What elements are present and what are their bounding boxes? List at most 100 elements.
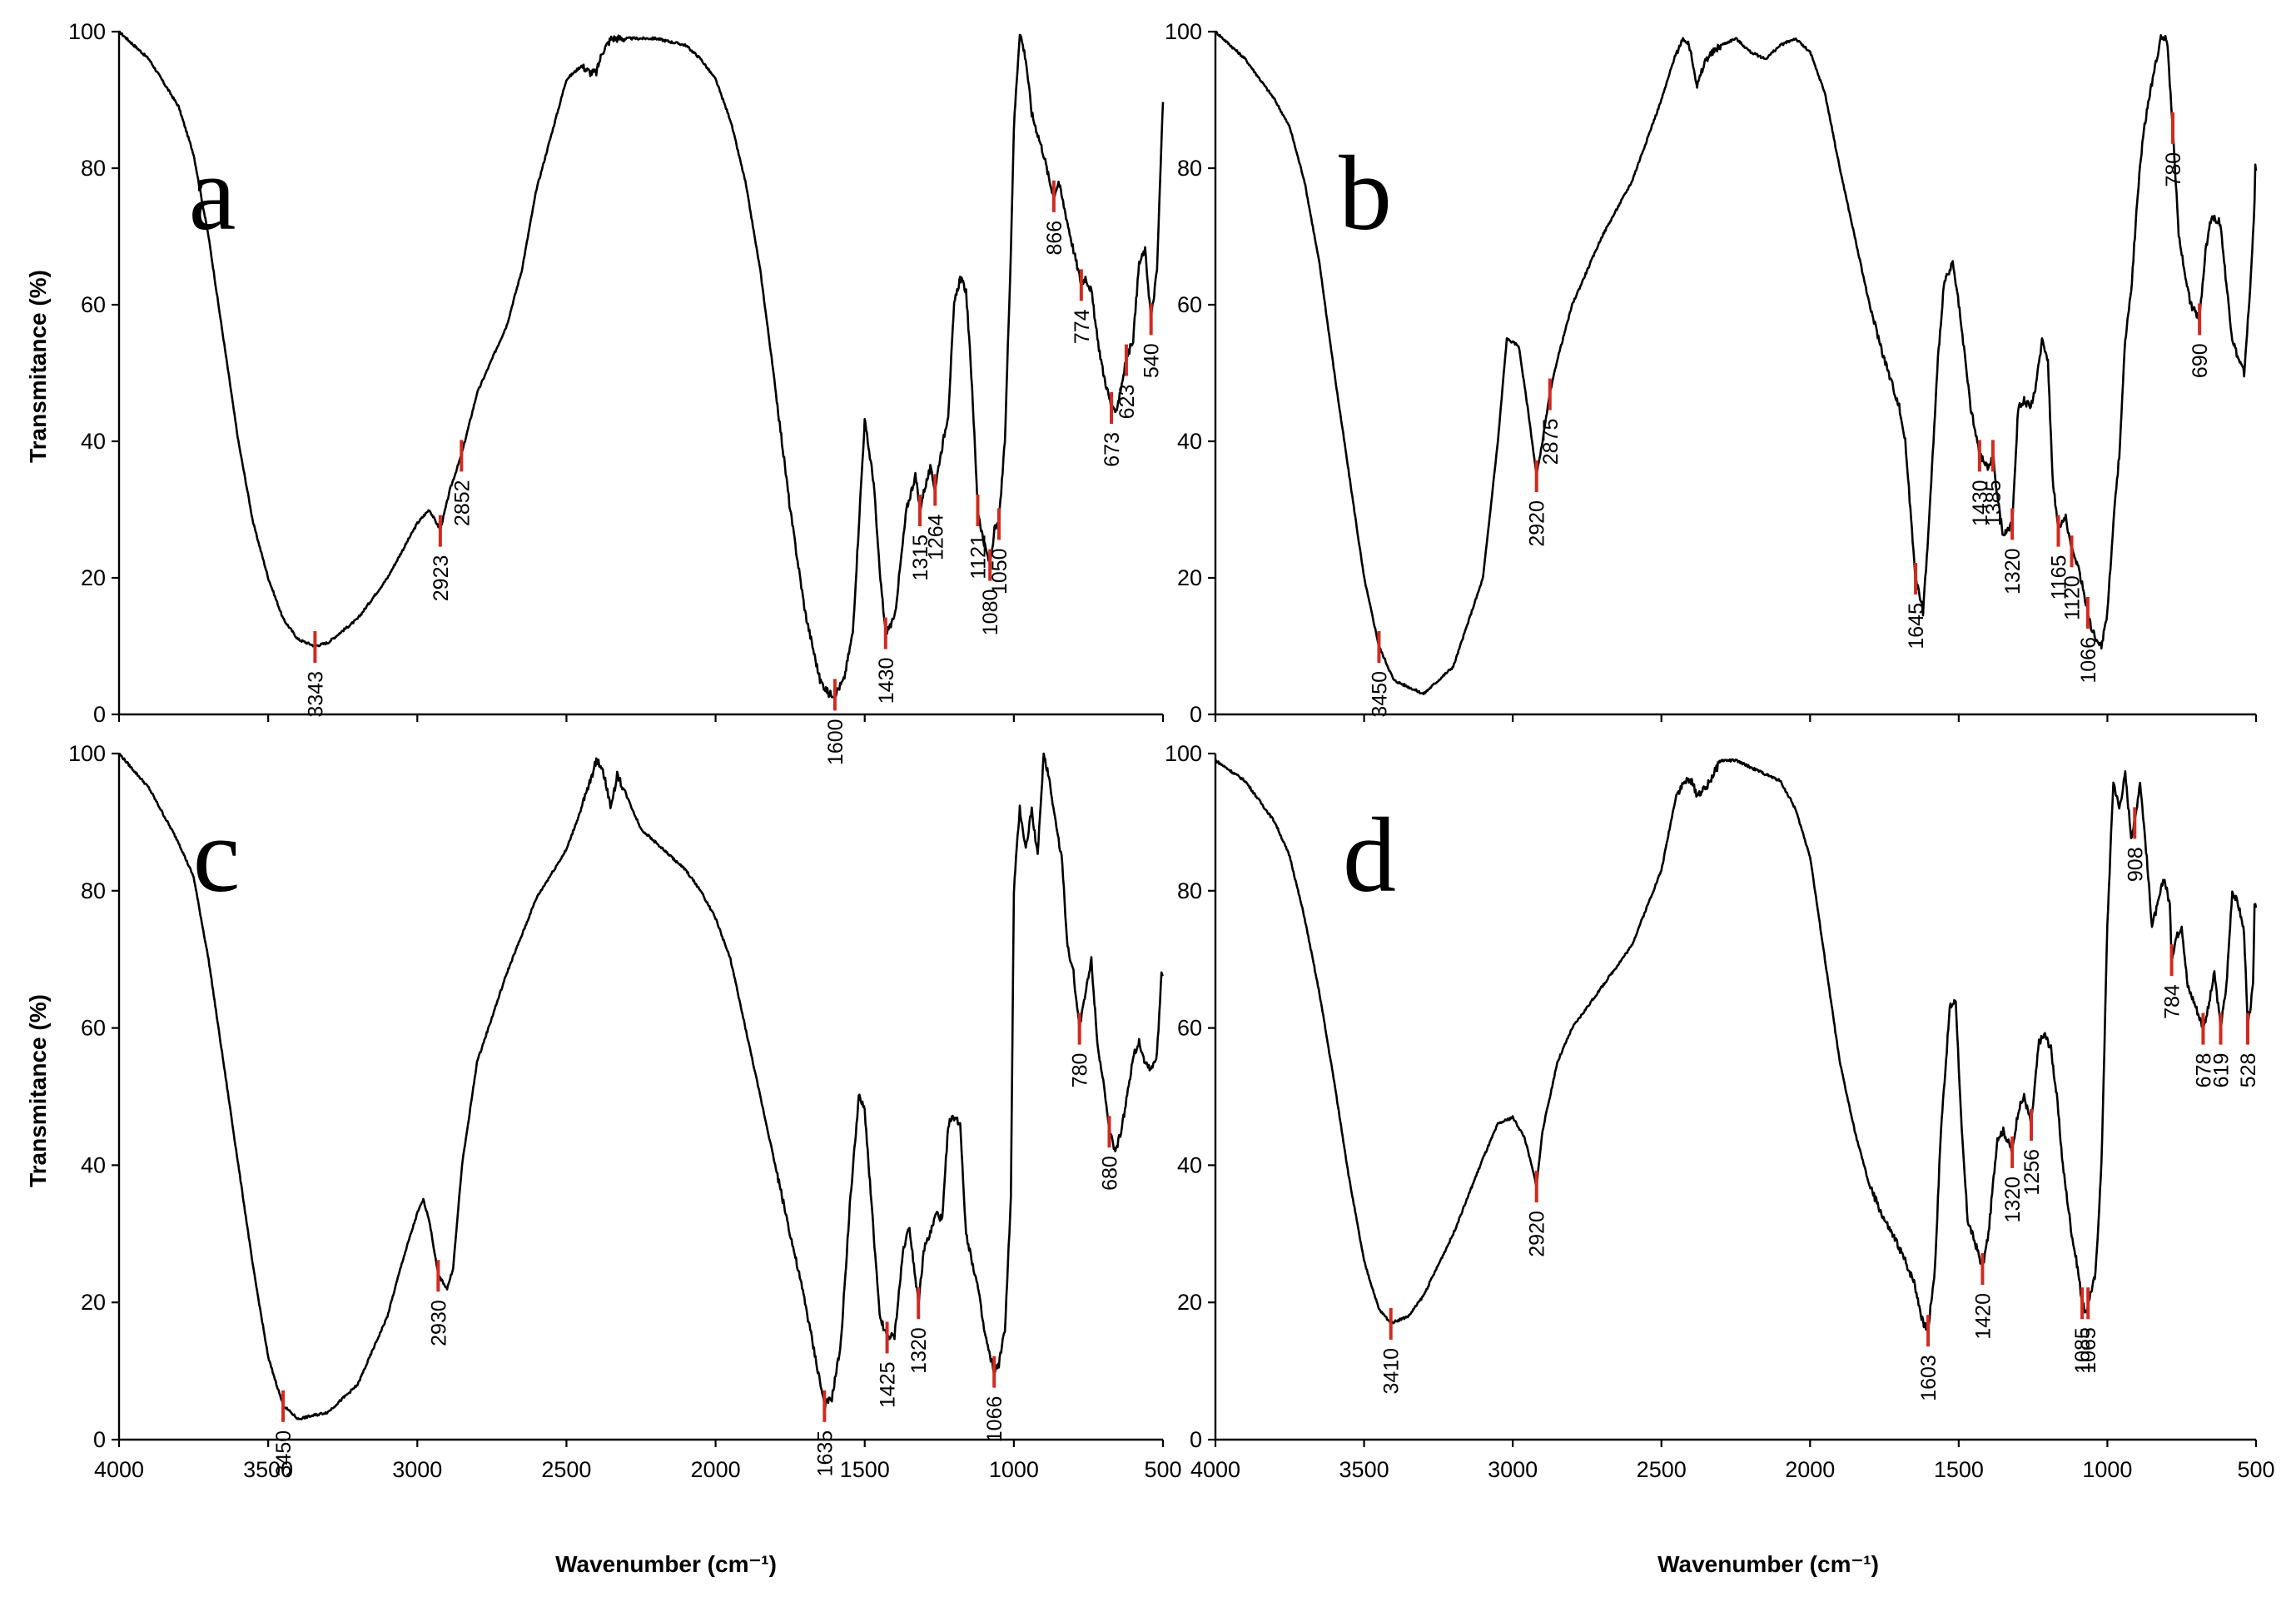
panel-letter-b: b <box>1339 134 1392 252</box>
x-tick-label-d: 500 <box>2237 1457 2274 1482</box>
peak-label-d-3410: 3410 <box>1380 1348 1404 1395</box>
y-tick-label-d: 60 <box>1177 1016 1202 1041</box>
y-tick-label-d: 0 <box>1190 1427 1202 1452</box>
peak-label-b-1385: 1385 <box>1982 480 2005 526</box>
peak-label-b-1165: 1165 <box>2048 555 2071 600</box>
x-tick-label-d: 1500 <box>1934 1457 1984 1482</box>
peak-label-a-866: 866 <box>1043 221 1066 256</box>
x-tick-label-c: 3500 <box>243 1457 293 1482</box>
y-tick-label-c: 20 <box>81 1290 106 1315</box>
peak-label-a-1121: 1121 <box>967 535 991 580</box>
x-axis-title-left: Wavenumber (cm⁻¹) <box>555 1551 777 1577</box>
peak-label-b-1645: 1645 <box>1905 603 1928 649</box>
x-tick-label-c: 2000 <box>691 1457 741 1482</box>
peak-label-b-1430: 1430 <box>1969 480 1992 526</box>
y-tick-label-a: 0 <box>93 702 106 727</box>
panel-letter-c: c <box>193 796 241 914</box>
spectrum-line-c <box>118 752 1165 1420</box>
peak-label-a-1430: 1430 <box>875 658 898 704</box>
peak-label-b-2920: 2920 <box>1526 500 1549 547</box>
peak-label-a-1600: 1600 <box>824 719 847 765</box>
y-tick-label-b: 40 <box>1177 429 1202 454</box>
peak-label-a-1050: 1050 <box>988 548 1011 595</box>
peak-label-c-1066: 1066 <box>983 1396 1006 1443</box>
x-tick-label-d: 3500 <box>1339 1457 1389 1482</box>
spectrum-panel-a: 0 20 40 60 80 100 a 3343 2923 2852 1600 1430 1315126… <box>68 19 1165 765</box>
peak-label-d-1320: 1320 <box>2001 1177 2025 1223</box>
y-tick-label-a: 100 <box>68 19 106 44</box>
x-tick-label-c: 1500 <box>840 1457 890 1482</box>
y-tick-label-c: 40 <box>81 1152 106 1177</box>
y-axis-title-top: Transmitance (%) <box>25 270 51 463</box>
y-tick-label-d: 100 <box>1165 741 1202 766</box>
y-tick-label-a: 40 <box>81 429 106 454</box>
spectrum-line-a <box>118 30 1165 699</box>
peak-label-b-690: 690 <box>2189 343 2212 378</box>
y-tick-label-c: 60 <box>81 1016 106 1041</box>
x-tick-label-c: 2500 <box>541 1457 591 1482</box>
y-tick-label-b: 0 <box>1190 702 1202 727</box>
peak-label-d-1065: 1065 <box>2077 1327 2100 1374</box>
y-tick-label-b: 80 <box>1177 156 1202 181</box>
peak-label-c-1320: 1320 <box>907 1327 931 1374</box>
peak-label-a-3343: 3343 <box>304 671 327 718</box>
y-tick-label-b: 60 <box>1177 292 1202 317</box>
peak-label-b-1120: 1120 <box>2061 575 2085 620</box>
x-tick-label-d: 1000 <box>2082 1457 2132 1482</box>
peak-label-c-1635: 1635 <box>813 1430 837 1477</box>
peak-label-c-3450: 3450 <box>272 1430 296 1477</box>
y-tick-label-d: 80 <box>1177 878 1202 903</box>
spectrum-line-b <box>1214 30 2258 695</box>
peak-label-c-1425: 1425 <box>877 1361 900 1408</box>
peak-label-d-1085: 1085 <box>2071 1327 2095 1374</box>
y-tick-label-a: 80 <box>81 156 106 181</box>
peak-label-a-673: 673 <box>1101 432 1124 467</box>
peak-label-d-784: 784 <box>2161 984 2184 1019</box>
peak-label-b-3450: 3450 <box>1368 671 1391 718</box>
peak-label-a-1264: 1264 <box>924 514 947 560</box>
peak-label-c-680: 680 <box>1099 1156 1122 1191</box>
peak-label-d-619: 619 <box>2210 1053 2234 1088</box>
y-tick-label-c: 100 <box>68 741 106 766</box>
spectrum-panel-c: 0 20 40 60 80 100 4000 3500 3000 2500 2000 1500 1000… <box>68 741 1182 1482</box>
y-tick-label-b: 20 <box>1177 565 1202 590</box>
peak-label-b-780: 780 <box>2162 152 2185 187</box>
peak-label-b-1320: 1320 <box>2001 548 2025 595</box>
peak-label-d-1603: 1603 <box>1917 1355 1941 1401</box>
peak-label-a-1080: 1080 <box>979 590 1002 636</box>
x-tick-label-d: 4000 <box>1190 1457 1240 1482</box>
peak-label-a-1315: 1315 <box>909 535 932 581</box>
y-tick-label-b: 100 <box>1165 19 1202 44</box>
peak-label-b-2875: 2875 <box>1539 419 1563 465</box>
peak-label-d-1420: 1420 <box>1971 1293 1995 1340</box>
spectrum-panel-d: 0 20 40 60 80 100 4000 3500 3000 2500 2000 1500 1000… <box>1165 741 2275 1482</box>
x-axis-title-right: Wavenumber (cm⁻¹) <box>1657 1551 1879 1577</box>
peak-label-a-623: 623 <box>1116 385 1139 420</box>
x-tick-label-d: 2000 <box>1785 1457 1835 1482</box>
y-tick-label-a: 20 <box>81 565 106 590</box>
peak-label-a-2852: 2852 <box>450 480 474 526</box>
peak-label-d-1256: 1256 <box>2020 1149 2044 1196</box>
peak-label-c-780: 780 <box>1069 1053 1092 1088</box>
peak-label-a-774: 774 <box>1071 309 1094 344</box>
x-tick-label-d: 3000 <box>1488 1457 1538 1482</box>
y-tick-label-d: 40 <box>1177 1152 1202 1177</box>
y-tick-label-d: 20 <box>1177 1290 1202 1315</box>
x-tick-label-c: 1000 <box>989 1457 1039 1482</box>
peak-label-b-1066: 1066 <box>2077 637 2100 684</box>
y-tick-label-c: 80 <box>81 878 106 903</box>
x-tick-label-d: 2500 <box>1637 1457 1687 1482</box>
peak-label-a-2923: 2923 <box>430 555 453 602</box>
peak-label-d-528: 528 <box>2237 1053 2260 1088</box>
y-axis-title-bottom: Transmitance (%) <box>25 994 51 1187</box>
peak-label-c-2930: 2930 <box>427 1300 450 1346</box>
peak-label-d-908: 908 <box>2124 847 2147 882</box>
peak-label-d-678: 678 <box>2192 1053 2215 1088</box>
peak-label-a-540: 540 <box>1141 343 1164 378</box>
panel-letter-a: a <box>189 134 236 252</box>
x-tick-label-c: 3000 <box>392 1457 442 1482</box>
x-tick-label-c: 4000 <box>94 1457 144 1482</box>
x-tick-label-c: 500 <box>1144 1457 1181 1482</box>
